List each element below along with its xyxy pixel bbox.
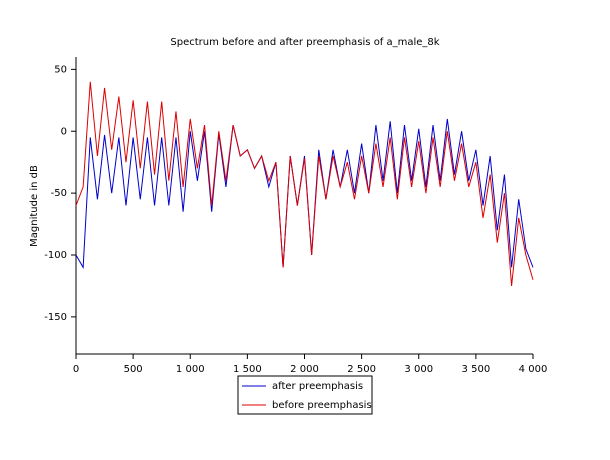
legend-box	[237, 375, 373, 415]
y-tick-label: 50	[54, 64, 67, 75]
y-tick-label: 0	[61, 126, 67, 137]
y-tick-label: -150	[44, 312, 67, 323]
y-tick-label: -50	[51, 188, 67, 199]
legend-label: before preemphasis	[272, 400, 372, 411]
x-tick-label: 2 500	[347, 364, 376, 375]
legend-label: after preemphasis	[272, 381, 363, 392]
series-line	[75, 118, 534, 270]
x-tick-label: 1 500	[233, 364, 262, 375]
y-axis-label: Magnitude in dB	[29, 165, 40, 247]
x-tick-label: 4 000	[519, 364, 548, 375]
chart-title: Spectrum before and after preemphasis of…	[170, 37, 439, 48]
x-tick-label: 3 000	[404, 364, 433, 375]
x-tick-label: 2 000	[290, 364, 319, 375]
x-tick-label: 3 500	[462, 364, 491, 375]
x-tick-label: 1 000	[176, 364, 205, 375]
x-tick-label: 500	[124, 364, 143, 375]
y-tick-label: -100	[44, 250, 67, 261]
x-tick-label: 0	[73, 364, 79, 375]
series-line	[75, 81, 534, 286]
